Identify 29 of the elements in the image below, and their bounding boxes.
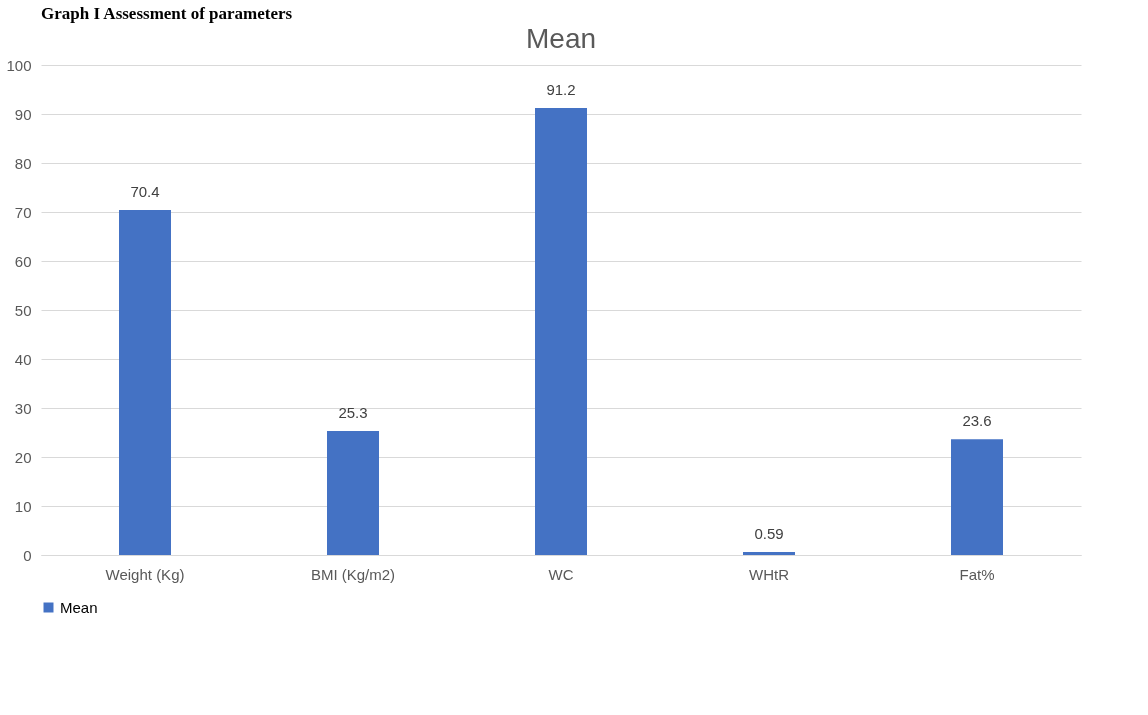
y-tick-label: 10 [14, 497, 32, 515]
bar [743, 552, 795, 555]
y-tick-label: 90 [14, 105, 32, 123]
chart-title: Mean [525, 23, 597, 54]
x-tick-label: WC [548, 565, 574, 583]
text: Graph I Assessment of parameters [41, 4, 293, 23]
y-tick-label: 80 [14, 154, 32, 172]
bar [951, 439, 1003, 555]
bar [119, 210, 171, 555]
y-tick-label: 100 [6, 56, 32, 74]
y-tick-label: 60 [14, 252, 32, 270]
y-tick-label: 50 [14, 301, 32, 319]
data-label: 91.2 [546, 81, 576, 99]
data-label: 0.59 [754, 525, 784, 543]
data-label: 70.4 [130, 183, 160, 201]
x-tick-label: Weight (Kg) [105, 565, 185, 583]
legend-label: Mean [60, 598, 98, 616]
y-tick-label: 20 [14, 448, 32, 466]
x-tick-label: BMI (Kg/m2) [310, 565, 396, 583]
bar [535, 108, 587, 555]
x-tick-label: WHtR [749, 565, 790, 583]
y-tick-label: 0 [23, 546, 32, 564]
y-tick-label: 70 [14, 203, 32, 221]
x-tick-label: Fat% [959, 565, 995, 583]
bar [327, 431, 379, 555]
y-tick-label: 40 [14, 350, 32, 368]
data-label: 25.3 [338, 404, 368, 422]
data-label: 23.6 [962, 412, 992, 430]
y-tick-label: 30 [14, 399, 32, 417]
